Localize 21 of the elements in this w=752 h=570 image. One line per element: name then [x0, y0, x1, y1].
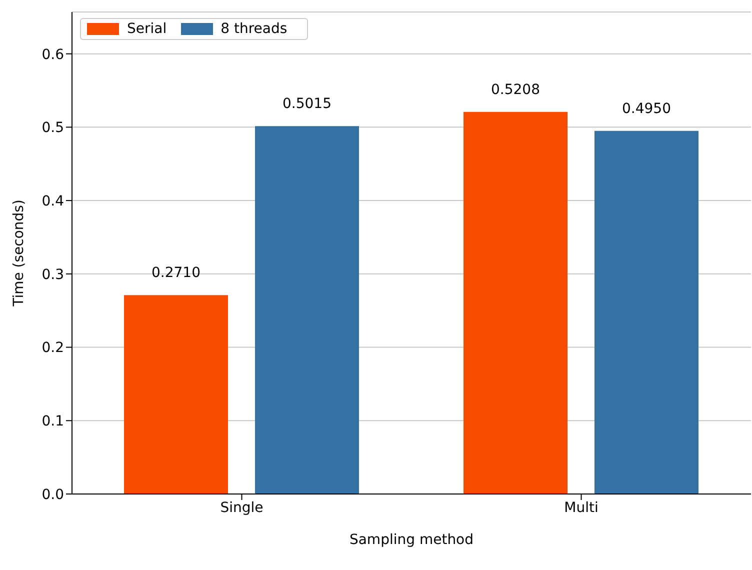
y-axis-title: Time (seconds) [10, 200, 27, 308]
data-label: 0.4950 [622, 100, 671, 117]
y-tick-label: 0.4 [42, 194, 64, 210]
data-label: 0.2710 [152, 265, 200, 282]
x-tick-label: Multi [564, 500, 598, 516]
bar [255, 126, 359, 494]
x-tick-label: Single [220, 500, 264, 516]
legend-label: Serial [127, 21, 167, 37]
bar [464, 112, 568, 494]
bar [594, 130, 698, 494]
legend-label: 8 threads [220, 21, 288, 37]
y-tick-label: 0.5 [42, 120, 64, 136]
x-axis-title: Sampling method [349, 532, 474, 548]
data-label: 0.5208 [491, 82, 540, 98]
bar [124, 295, 228, 494]
data-label: 0.5015 [282, 96, 332, 112]
y-tick-label: 0.1 [42, 414, 64, 430]
y-tick-label: 0.0 [42, 486, 64, 503]
y-tick-label: 0.2 [42, 340, 64, 356]
y-tick-label: 0.6 [42, 46, 64, 63]
y-tick-label: 0.3 [42, 266, 64, 283]
